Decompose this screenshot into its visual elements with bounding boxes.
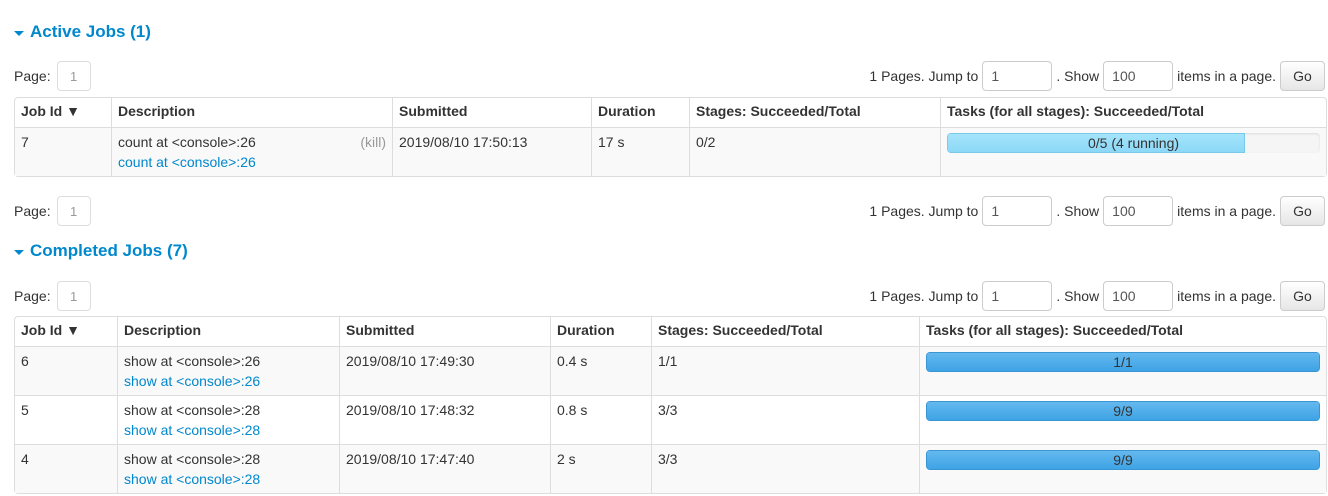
section-title: Active Jobs (1) — [30, 22, 151, 41]
column-header[interactable]: Job Id ▼ — [21, 322, 80, 338]
page-size-input[interactable] — [1103, 196, 1174, 226]
page-1-button[interactable]: 1 — [56, 61, 91, 91]
job-link[interactable]: show at <console>:28 — [124, 422, 261, 438]
pages-text: 1 Pages. Jump to — [869, 203, 979, 219]
column-header[interactable]: Stages: Succeeded/Total — [651, 317, 919, 346]
stages: 3/3 — [651, 395, 919, 444]
page-size-input[interactable] — [1103, 281, 1174, 311]
job-link[interactable]: show at <console>:26 — [124, 373, 261, 389]
job-link[interactable]: show at <console>:28 — [124, 471, 261, 487]
show-text: . Show — [1056, 288, 1100, 304]
job-id: 5 — [15, 395, 117, 444]
column-header[interactable]: Description — [117, 317, 339, 346]
go-button[interactable]: Go — [1280, 196, 1325, 226]
submitted: 2019/08/10 17:47:40 — [339, 444, 550, 493]
page-1-button[interactable]: 1 — [56, 281, 91, 311]
table-row: 6 show at <console>:26 show at <console>:… — [15, 346, 1326, 395]
table-row: 5 show at <console>:28 show at <console>:… — [15, 395, 1326, 444]
tasks-progress-bar: 0/5 (4 running) — [947, 133, 1320, 153]
page-label: Page: — [14, 68, 51, 84]
tasks-text: 0/5 (4 running) — [1087, 135, 1180, 151]
show-text: . Show — [1056, 203, 1100, 219]
column-header[interactable]: Duration — [550, 317, 651, 346]
go-button[interactable]: Go — [1280, 61, 1325, 91]
tasks-cell: 0/5 (4 running) — [940, 127, 1326, 176]
column-header[interactable]: Tasks (for all stages): Succeeded/Total — [940, 98, 1326, 127]
jump-to-page-input[interactable] — [982, 61, 1053, 91]
succeeded-fill — [926, 450, 1320, 470]
section-title: Completed Jobs (7) — [30, 241, 188, 260]
job-description: show at <console>:26 — [124, 353, 261, 369]
page-label: Page: — [14, 203, 51, 219]
tasks-cell: 9/9 — [919, 444, 1326, 493]
duration: 0.4 s — [550, 346, 651, 395]
stages: 1/1 — [651, 346, 919, 395]
kill-link[interactable]: (kill) — [360, 134, 386, 150]
submitted: 2019/08/10 17:48:32 — [339, 395, 550, 444]
active-jobs-table: Job Id ▼ Description Submitted Duration Stag… — [14, 97, 1327, 177]
tasks-progress-bar: 1/1 — [926, 352, 1320, 372]
job-id: 6 — [15, 346, 117, 395]
description-cell: show at <console>:26 show at <console>:26 — [117, 346, 339, 395]
duration: 17 s — [591, 127, 689, 176]
column-header[interactable]: Submitted — [339, 317, 550, 346]
tasks-progress-bar: 9/9 — [926, 401, 1320, 421]
tasks-text: 1/1 — [1113, 354, 1133, 370]
description-cell: show at <console>:28 show at <console>:28 — [117, 444, 339, 493]
jump-to-page-input[interactable] — [982, 196, 1053, 226]
page-1-button[interactable]: 1 — [56, 196, 91, 226]
jump-to-page-input[interactable] — [982, 281, 1053, 311]
collapse-caret-icon — [14, 249, 24, 255]
column-header[interactable]: Submitted — [392, 98, 591, 127]
completed-pager-top: Page: 1 1 Pages. Jump to . Show items in… — [14, 281, 1325, 311]
active-pager-bottom: Page: 1 1 Pages. Jump to . Show items in… — [14, 196, 1325, 226]
tasks-text: 9/9 — [1113, 403, 1133, 419]
submitted: 2019/08/10 17:50:13 — [392, 127, 591, 176]
stages: 0/2 — [689, 127, 940, 176]
page-label: Page: — [14, 288, 51, 304]
succeeded-fill — [926, 352, 1320, 372]
job-link[interactable]: count at <console>:26 — [118, 154, 256, 170]
completed-jobs-header[interactable]: Completed Jobs (7) — [14, 241, 188, 261]
duration: 0.8 s — [550, 395, 651, 444]
items-text: items in a page. — [1177, 288, 1276, 304]
succeeded-fill — [926, 401, 1320, 421]
job-id: 4 — [15, 444, 117, 493]
column-header[interactable]: Stages: Succeeded/Total — [689, 98, 940, 127]
stages: 3/3 — [651, 444, 919, 493]
running-fill — [947, 133, 1246, 153]
job-id: 7 — [15, 127, 111, 176]
duration: 2 s — [550, 444, 651, 493]
submitted: 2019/08/10 17:49:30 — [339, 346, 550, 395]
page-size-input[interactable] — [1103, 61, 1174, 91]
items-text: items in a page. — [1177, 203, 1276, 219]
column-header[interactable]: Job Id ▼ — [21, 103, 80, 119]
items-text: items in a page. — [1177, 68, 1276, 84]
description-cell: show at <console>:28 show at <console>:28 — [117, 395, 339, 444]
tasks-cell: 9/9 — [919, 395, 1326, 444]
job-description: show at <console>:28 — [124, 402, 261, 418]
table-row: 7 (kill) count at <console>:26 count at <c… — [15, 127, 1326, 176]
table-row: 4 show at <console>:28 show at <console>:… — [15, 444, 1326, 493]
description-cell: (kill) count at <console>:26 count at <con… — [111, 127, 392, 176]
collapse-caret-icon — [14, 30, 24, 36]
pages-text: 1 Pages. Jump to — [869, 68, 979, 84]
column-header[interactable]: Tasks (for all stages): Succeeded/Total — [919, 317, 1326, 346]
job-description: show at <console>:28 — [124, 451, 261, 467]
completed-jobs-table: Job Id ▼ Description Submitted Duration Stag… — [14, 316, 1327, 494]
tasks-cell: 1/1 — [919, 346, 1326, 395]
tasks-text: 9/9 — [1113, 452, 1133, 468]
pages-text: 1 Pages. Jump to — [869, 288, 979, 304]
column-header[interactable]: Duration — [591, 98, 689, 127]
active-pager-top: Page: 1 1 Pages. Jump to . Show items in… — [14, 61, 1325, 91]
go-button[interactable]: Go — [1280, 281, 1325, 311]
tasks-progress-bar: 9/9 — [926, 450, 1320, 470]
column-header[interactable]: Description — [111, 98, 392, 127]
show-text: . Show — [1056, 68, 1100, 84]
job-description: count at <console>:26 — [118, 134, 256, 150]
active-jobs-header[interactable]: Active Jobs (1) — [14, 22, 151, 42]
